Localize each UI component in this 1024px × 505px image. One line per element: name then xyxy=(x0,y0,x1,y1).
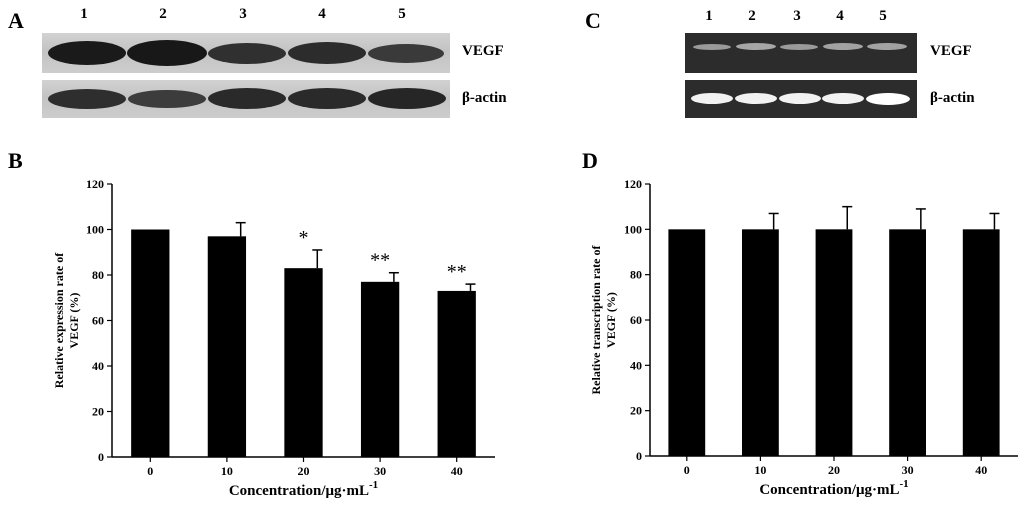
gel-band xyxy=(693,44,731,50)
y-tick-label: 60 xyxy=(630,313,642,327)
blot-band xyxy=(368,44,444,63)
x-axis-label: Concentration/μg·mL-1 xyxy=(229,479,378,499)
lane-number: 3 xyxy=(239,6,247,22)
x-tick-label: 0 xyxy=(147,464,153,478)
x-tick-label: 40 xyxy=(451,464,463,478)
gel-beta-actin xyxy=(685,80,917,118)
x-axis-label-text: Concentration/μg·mL xyxy=(229,483,369,499)
band-label-vegf: VEGF xyxy=(462,43,504,59)
blot-band xyxy=(127,40,207,66)
bar xyxy=(437,290,476,457)
gel-vegf xyxy=(685,33,917,73)
y-tick-label: 60 xyxy=(92,314,104,328)
y-axis-label-line1: Relative expression rate of xyxy=(52,252,66,388)
blot-band xyxy=(288,42,366,64)
lane-number: 4 xyxy=(318,6,326,22)
gel-band xyxy=(867,43,907,50)
lane-number: 4 xyxy=(836,8,844,24)
y-axis-label-line2: VEGF (%) xyxy=(67,293,81,349)
lane-number: 2 xyxy=(159,6,167,22)
significance-marker: ** xyxy=(370,250,390,272)
gel-band xyxy=(822,93,864,104)
bar xyxy=(207,236,247,457)
gel-band xyxy=(866,93,910,105)
x-tick-label: 20 xyxy=(298,464,310,478)
lane-number: 1 xyxy=(80,6,88,22)
x-tick-label: 30 xyxy=(902,463,914,477)
bar xyxy=(742,229,779,456)
y-axis-label-line2: VEGF (%) xyxy=(604,292,618,348)
significance-marker: * xyxy=(299,227,309,249)
lane-number: 5 xyxy=(879,8,887,24)
x-axis-label-text: Concentration/μg·mL xyxy=(759,482,899,498)
y-axis-label-line1: Relative transcription rate of xyxy=(589,245,603,395)
blot-band xyxy=(208,43,286,64)
gel-band xyxy=(823,43,863,50)
y-tick-label: 0 xyxy=(636,449,642,463)
y-tick-label: 100 xyxy=(86,223,104,237)
x-axis-label-superscript: -1 xyxy=(369,479,378,491)
band-label-beta-actin: β-actin xyxy=(462,90,507,106)
y-tick-label: 80 xyxy=(630,268,642,282)
bar xyxy=(131,229,170,457)
bar xyxy=(668,229,706,456)
x-tick-label: 40 xyxy=(975,463,987,477)
blot-band xyxy=(128,90,206,108)
y-tick-label: 40 xyxy=(92,359,104,373)
western-blot-vegf xyxy=(42,33,450,73)
panel-letter-d: D xyxy=(582,148,598,173)
x-tick-label: 0 xyxy=(684,463,690,477)
gel-band xyxy=(691,93,733,104)
x-tick-label: 20 xyxy=(828,463,840,477)
x-axis-label-superscript: -1 xyxy=(900,478,909,490)
lane-number: 2 xyxy=(748,8,756,24)
y-tick-label: 120 xyxy=(624,177,642,191)
panel-letter-b: B xyxy=(8,148,23,173)
blot-band xyxy=(288,88,366,109)
blot-band xyxy=(48,41,126,65)
y-tick-label: 20 xyxy=(630,404,642,418)
blot-band xyxy=(48,89,126,109)
band-label-vegf: VEGF xyxy=(930,43,972,59)
band-label-beta-actin: β-actin xyxy=(930,90,975,106)
lane-number: 3 xyxy=(793,8,801,24)
gel-band xyxy=(736,43,776,50)
y-tick-label: 40 xyxy=(630,358,642,372)
bar xyxy=(889,229,926,456)
y-tick-label: 0 xyxy=(98,450,104,464)
panel-letter-c: C xyxy=(585,8,601,33)
bar xyxy=(284,268,323,457)
western-blot-beta-actin xyxy=(42,80,450,118)
x-tick-label: 30 xyxy=(374,464,386,478)
lane-number: 1 xyxy=(705,8,713,24)
x-tick-label: 10 xyxy=(221,464,233,478)
blot-band xyxy=(368,88,446,109)
significance-marker: ** xyxy=(447,261,467,283)
gel-band xyxy=(735,93,777,104)
y-tick-label: 100 xyxy=(624,222,642,236)
y-tick-label: 80 xyxy=(92,268,104,282)
bar xyxy=(360,281,400,457)
x-tick-label: 10 xyxy=(754,463,766,477)
y-tick-label: 20 xyxy=(92,405,104,419)
lane-number: 5 xyxy=(398,6,406,22)
y-tick-label: 120 xyxy=(86,177,104,191)
gel-band xyxy=(780,44,818,50)
x-axis-label: Concentration/μg·mL-1 xyxy=(759,478,908,498)
blot-band xyxy=(208,88,286,109)
bar xyxy=(815,229,853,456)
panel-letter-a: A xyxy=(8,8,24,33)
gel-band xyxy=(779,93,821,104)
bar xyxy=(962,229,1000,456)
